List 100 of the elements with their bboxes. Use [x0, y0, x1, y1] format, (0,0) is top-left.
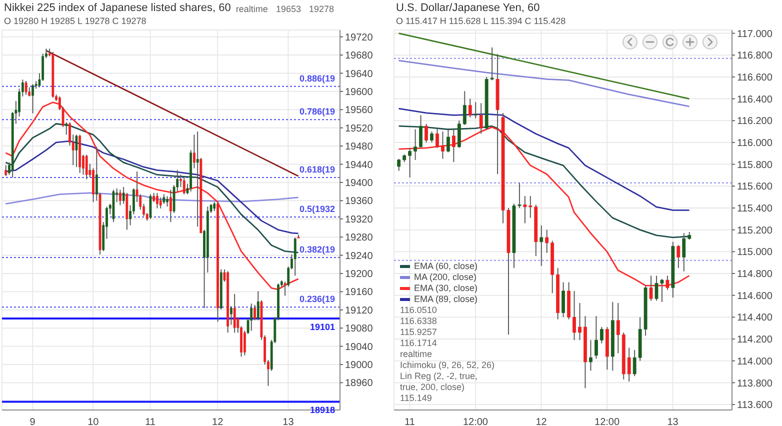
y-tick-label: 19200 [345, 269, 374, 280]
annotation: 116.1714 [400, 338, 438, 349]
x-tick-label: 9 [30, 417, 36, 426]
text: 19653 [276, 4, 301, 15]
candlestick [441, 131, 444, 160]
candlestick [156, 192, 158, 209]
candlestick [540, 224, 544, 266]
y-tick-label: 113.600 [737, 400, 773, 412]
candlestick [649, 275, 653, 302]
annotation: 115.9257 [400, 327, 438, 338]
x-tick-label: 12 [212, 417, 224, 426]
candlestick [462, 90, 466, 126]
y-tick-label: 115.400 [737, 204, 773, 215]
candlestick [213, 202, 216, 212]
candlestick [600, 326, 604, 344]
y-tick-label: 19720 [345, 32, 374, 44]
candlestick [24, 80, 28, 96]
candlestick [572, 290, 576, 341]
candlestick [196, 130, 199, 228]
y-tick-label: 115.200 [737, 225, 773, 236]
candlestick [149, 194, 152, 220]
x-tick-label: 13 [282, 417, 294, 426]
candlestick [468, 98, 472, 118]
candlestick [627, 347, 631, 382]
line-series [4, 192, 300, 205]
y-tick-label: 116.000 [737, 138, 773, 150]
y-tick-label: 19240 [345, 250, 374, 262]
x-tick-label: 10 [88, 417, 100, 426]
candlestick [616, 302, 620, 354]
y-tick-label: 19520 [345, 123, 374, 134]
candlestick [676, 244, 680, 269]
candlestick [250, 303, 253, 332]
candlestick [233, 293, 236, 334]
legend-label: EMA (30, close) [414, 283, 478, 294]
x-tick-label: 12:00 [594, 417, 620, 426]
legend-label: MA (200, close) [414, 272, 477, 283]
ref-line-label: 18918 [310, 405, 335, 416]
candlestick [424, 123, 428, 143]
line-series [4, 102, 300, 290]
y-tick-label: 18960 [345, 378, 374, 390]
candlestick [408, 147, 412, 178]
candlestick [452, 128, 456, 163]
y-tick-label: 19000 [345, 360, 374, 372]
annotation: Lin Reg (2, -2, true, true, 200, close) [400, 371, 479, 393]
annotation: 0.886(19 [299, 73, 335, 84]
candlestick [682, 232, 686, 272]
y-tick-label: 19480 [345, 142, 374, 153]
annotation: realtime [400, 349, 434, 360]
y-tick-label: 19040 [345, 342, 374, 353]
y-tick-label: 19360 [345, 196, 374, 208]
y-tick-label: 116.800 [737, 50, 773, 62]
y-tick-label: 19440 [345, 160, 374, 171]
candlestick [666, 275, 670, 290]
candlestick [430, 131, 434, 143]
x-tick-label: 12:00 [462, 417, 488, 426]
text: realtime [236, 4, 268, 15]
annotation: 0.382(19 [299, 244, 335, 255]
ref-line-label: 19101 [310, 322, 335, 332]
y-tick-label: 19640 [345, 68, 374, 80]
candlestick [419, 114, 422, 148]
y-tick-label: 117.000 [737, 28, 773, 40]
chart-subtitle: O 115.417 H 115.628 L 115.394 C 115.428 [396, 16, 566, 27]
candlestick [119, 189, 122, 206]
candlestick [578, 302, 582, 341]
y-tick-label: 115.600 [737, 182, 773, 193]
y-tick-label: 116.400 [737, 94, 773, 106]
y-tick-label: 114.400 [737, 312, 773, 324]
line-series [4, 123, 300, 254]
y-tick-label: 19600 [345, 86, 374, 98]
candlestick [230, 306, 232, 326]
candlestick [162, 194, 166, 204]
candlestick [562, 282, 566, 318]
y-tick-label: 19320 [345, 214, 374, 226]
candlestick [75, 134, 78, 168]
annotation: 0.618(19 [299, 164, 335, 174]
candlestick [32, 84, 34, 114]
chart-subtitle: O 19280 H 19285 L 19278 C 19278 [4, 16, 146, 27]
line-series [398, 60, 690, 108]
y-tick-label: 19080 [345, 324, 374, 335]
y-tick-label: 19560 [345, 105, 374, 116]
legend-label: EMA (89, close) [414, 294, 478, 305]
candlestick [457, 120, 461, 148]
annotation: 0.236(19 [299, 294, 335, 304]
y-tick-label: 115.000 [737, 247, 773, 258]
candlestick [254, 304, 256, 321]
candlestick [397, 158, 401, 172]
candlestick [545, 229, 549, 254]
y-tick-label: 19680 [345, 50, 374, 62]
y-tick-label: 19280 [345, 232, 374, 244]
candlestick [474, 102, 478, 119]
candlestick [256, 290, 260, 321]
annotation: 0.5(1932 [299, 204, 335, 214]
y-tick-label: 114.600 [737, 290, 773, 302]
candlestick [594, 316, 598, 360]
candlestick [166, 196, 168, 208]
candlestick [479, 102, 483, 134]
line-series [398, 108, 690, 211]
annotation: 116.0510 [400, 305, 438, 316]
candlestick [159, 196, 162, 209]
y-tick-label: 19160 [345, 287, 374, 298]
